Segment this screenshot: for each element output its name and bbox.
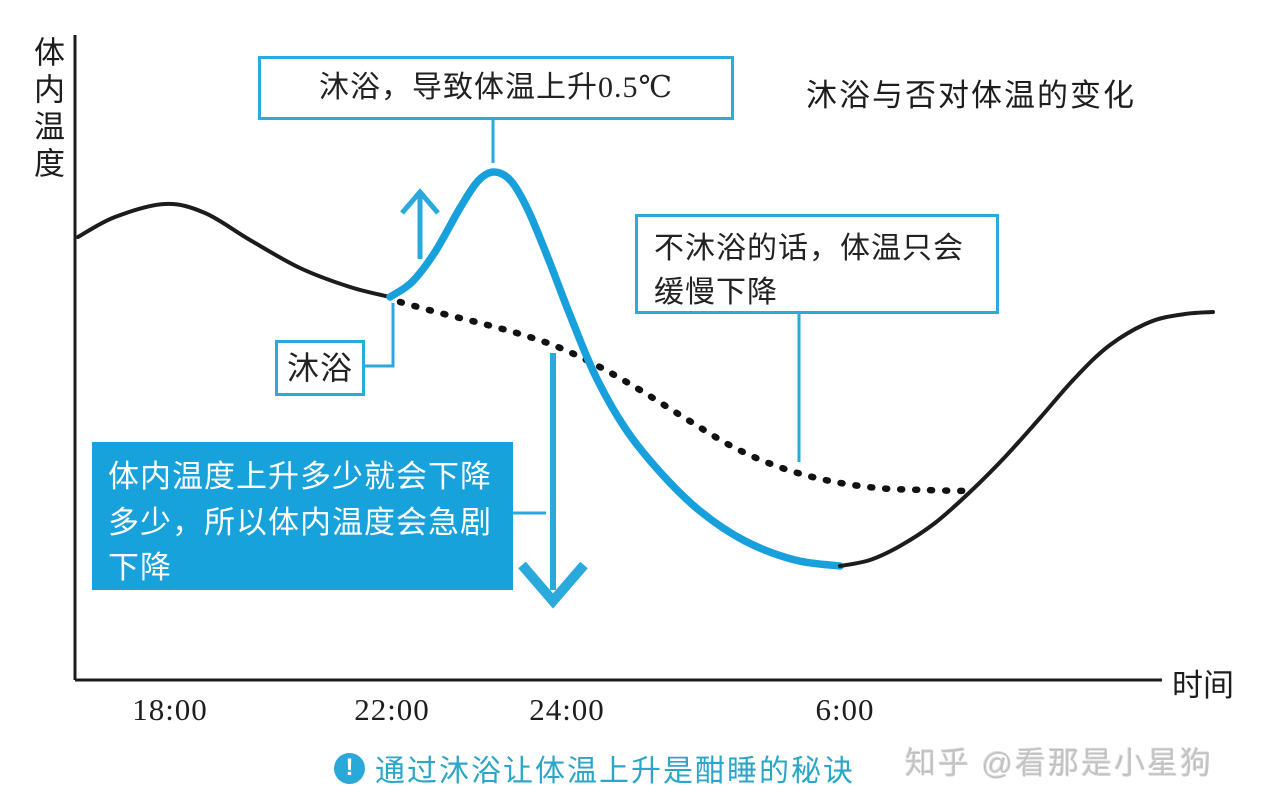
x-tick-22: 22:00 bbox=[354, 692, 430, 727]
caption: ! 通过沐浴让体温上升是酣睡的秘诀 bbox=[334, 746, 855, 790]
x-tick-18: 18:00 bbox=[132, 692, 208, 727]
curve-pre-bath bbox=[76, 201, 392, 299]
curve-no-bath-dotted bbox=[396, 298, 969, 495]
curve-morning-rise bbox=[838, 310, 1215, 568]
y-axis-label: 体内温度 bbox=[29, 36, 64, 184]
arrow-up-icon bbox=[400, 188, 440, 259]
x-tick-24: 24:00 bbox=[529, 692, 605, 727]
annotation-sharp-drop: 体内温度上升多少就会下降多少，所以体内温度会急剧下降 bbox=[92, 442, 513, 590]
annotation-bath-rise: 沐浴，导致体温上升0.5℃ bbox=[258, 56, 734, 120]
annotation-bath: 沐浴 bbox=[275, 340, 365, 396]
watermark: 知乎 @看那是小星狗 bbox=[905, 746, 1214, 781]
exclamation-icon: ! bbox=[334, 752, 365, 784]
chart-title: 沐浴与否对体温的变化 bbox=[806, 78, 1136, 113]
curve-bath bbox=[386, 168, 844, 570]
annotation-no-bath: 不沐浴的话，体温只会缓慢下降 bbox=[635, 214, 999, 314]
x-tick-6: 6:00 bbox=[815, 692, 875, 727]
caption-text: 通过沐浴让体温上升是酣睡的秘诀 bbox=[375, 755, 855, 788]
connector-bath bbox=[362, 303, 395, 368]
x-axis-label: 时间 bbox=[1172, 668, 1234, 703]
arrow-down-icon bbox=[518, 353, 588, 609]
